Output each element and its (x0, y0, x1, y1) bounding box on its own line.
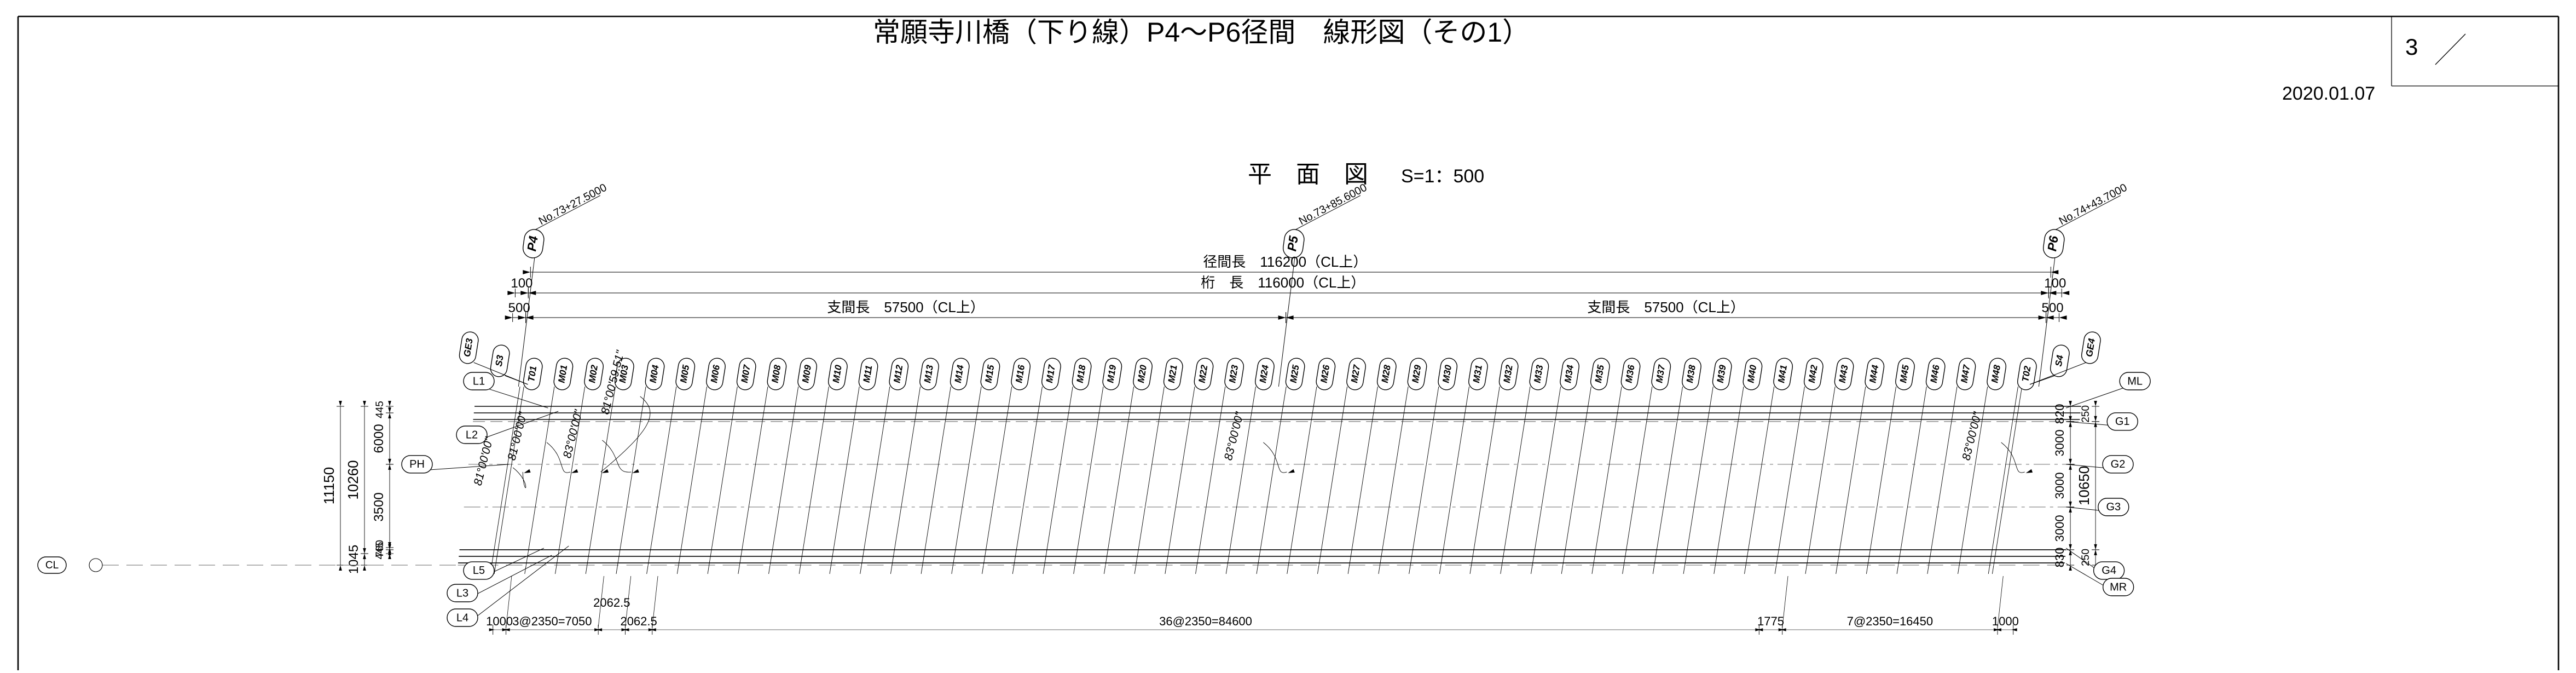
svg-text:36@2350=84600: 36@2350=84600 (1159, 614, 1252, 628)
svg-text:L2: L2 (466, 429, 478, 441)
svg-text:G4: G4 (2102, 565, 2116, 577)
svg-text:500: 500 (508, 301, 530, 315)
svg-text:平 面 図: 平 面 図 (1248, 161, 1368, 188)
svg-text:1000: 1000 (486, 614, 513, 628)
svg-text:ML: ML (2127, 375, 2143, 387)
svg-text:250: 250 (2080, 405, 2092, 423)
svg-text:支間長 57500（CL上）: 支間長 57500（CL上） (1587, 299, 1745, 315)
svg-text:500: 500 (2042, 301, 2064, 315)
svg-text:250: 250 (2080, 549, 2092, 566)
svg-text:P6: P6 (2045, 235, 2061, 252)
svg-text:L3: L3 (456, 587, 468, 599)
svg-text:100: 100 (2044, 276, 2066, 291)
svg-text:CL: CL (45, 560, 59, 571)
svg-text:L5: L5 (473, 565, 485, 577)
svg-text:3000: 3000 (2053, 515, 2066, 542)
svg-text:桁 長 116000（CL上）: 桁 長 116000（CL上） (1201, 274, 1365, 291)
svg-text:11150: 11150 (321, 467, 337, 504)
svg-text:10650: 10650 (2076, 466, 2092, 505)
svg-text:1000: 1000 (1992, 614, 2019, 628)
svg-text:100: 100 (511, 276, 532, 291)
svg-text:S=1：500: S=1：500 (1401, 166, 1484, 187)
svg-text:445: 445 (374, 401, 386, 418)
svg-text:445: 445 (374, 542, 386, 560)
svg-text:830: 830 (2053, 548, 2066, 568)
svg-text:支間長 57500（CL上）: 支間長 57500（CL上） (827, 299, 985, 315)
svg-text:S3: S3 (494, 354, 506, 367)
svg-text:1045: 1045 (346, 545, 361, 574)
svg-text:G1: G1 (2115, 416, 2130, 428)
svg-text:常願寺川橋（下り線）P4～P6径間 線形図（その1）: 常願寺川橋（下り線）P4～P6径間 線形図（その1） (873, 17, 1530, 48)
svg-text:P5: P5 (1284, 234, 1301, 252)
svg-text:G3: G3 (2106, 501, 2121, 513)
svg-text:MR: MR (2110, 581, 2127, 593)
svg-text:PH: PH (409, 458, 425, 470)
svg-text:1775: 1775 (1757, 614, 1784, 628)
svg-text:7@2350=16450: 7@2350=16450 (1847, 614, 1934, 628)
svg-text:3@2350=7050: 3@2350=7050 (512, 614, 592, 628)
svg-text:G2: G2 (2111, 458, 2126, 470)
svg-text:L1: L1 (473, 375, 485, 387)
svg-text:L4: L4 (456, 612, 468, 624)
svg-text:P4: P4 (524, 235, 541, 252)
svg-text:6000: 6000 (372, 424, 386, 453)
svg-text:2020.01.07: 2020.01.07 (2282, 83, 2375, 104)
svg-text:2062.5: 2062.5 (593, 596, 630, 609)
svg-text:S4: S4 (2053, 354, 2065, 367)
svg-text:10260: 10260 (345, 460, 361, 499)
svg-text:径間長 116200（CL上）: 径間長 116200（CL上） (1203, 254, 1367, 270)
svg-text:3000: 3000 (2053, 429, 2066, 456)
svg-text:3: 3 (2405, 34, 2418, 60)
svg-text:3500: 3500 (372, 492, 386, 521)
svg-text:3000: 3000 (2053, 472, 2066, 499)
svg-text:820: 820 (2053, 404, 2066, 424)
